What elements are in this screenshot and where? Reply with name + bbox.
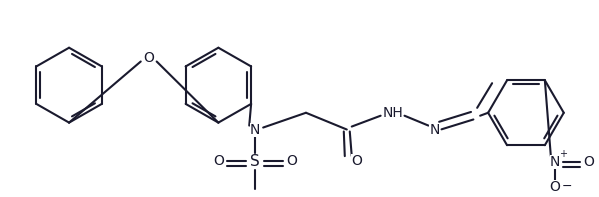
Text: O: O xyxy=(583,155,594,169)
Text: N: N xyxy=(250,123,261,137)
Text: +: + xyxy=(559,149,567,159)
Text: S: S xyxy=(250,153,260,169)
Text: O: O xyxy=(286,154,298,168)
Text: N: N xyxy=(550,155,560,169)
Text: NH: NH xyxy=(382,106,403,120)
Text: N: N xyxy=(429,123,440,137)
Text: O: O xyxy=(143,51,154,65)
Text: O: O xyxy=(213,154,224,168)
Text: O: O xyxy=(549,180,560,194)
Text: −: − xyxy=(561,180,572,193)
Text: O: O xyxy=(351,154,362,168)
